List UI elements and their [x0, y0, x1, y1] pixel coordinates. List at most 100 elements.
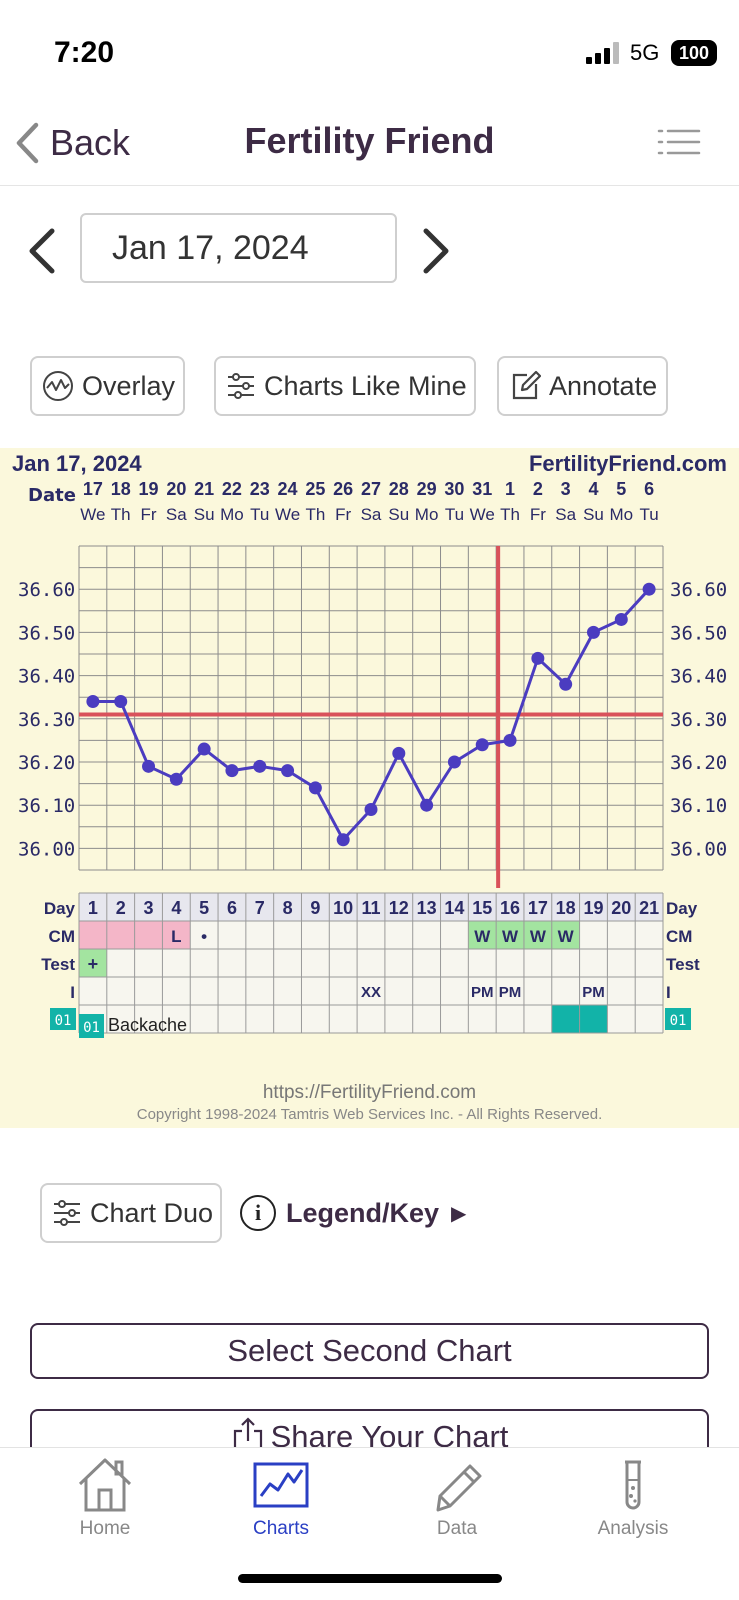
sliders-icon: [228, 373, 254, 399]
cycle-day-label: 17: [528, 898, 548, 918]
temperature-point: [642, 582, 656, 596]
y-tick-label-left: 36.00: [18, 838, 75, 860]
table-row-label-left: I: [70, 983, 75, 1002]
select-second-chart-button[interactable]: Select Second Chart: [30, 1323, 709, 1379]
house-icon: [78, 1458, 132, 1512]
cm-cell-fill: [496, 921, 524, 949]
temperature-point: [142, 759, 156, 773]
chart-footer-url: https://FertilityFriend.com: [262, 1082, 477, 1103]
chart-weekday-label: Th: [111, 505, 131, 524]
cm-cell-fill: [79, 921, 107, 949]
y-tick-label-right: 36.20: [670, 752, 727, 774]
share-chart-label: Share Your Chart: [270, 1419, 509, 1447]
y-tick-label-left: 36.30: [18, 709, 75, 731]
cm-entry: W: [502, 927, 519, 946]
y-tick-label-right: 36.50: [670, 622, 727, 644]
chart-icon: [253, 1462, 309, 1508]
signal-icon: [586, 42, 620, 64]
temperature-point: [86, 695, 100, 709]
tab-data-label: Data: [436, 1518, 478, 1539]
y-tick-label-left: 36.40: [18, 666, 75, 688]
tab-analysis[interactable]: Analysis: [563, 1456, 703, 1556]
chart-date-label: 26: [333, 479, 353, 499]
chart-date-label: 29: [417, 479, 437, 499]
chart-date-label: 1: [505, 479, 515, 499]
chart-duo-button[interactable]: Chart Duo: [40, 1183, 222, 1243]
temperature-point: [614, 612, 628, 626]
table-row-bg: [79, 977, 663, 1005]
annotate-label: Annotate: [549, 370, 658, 401]
charts-like-mine-button[interactable]: Charts Like Mine: [214, 356, 476, 416]
table-row-label-right: I: [666, 983, 671, 1002]
chart-weekday-label: We: [80, 505, 105, 524]
cycle-day-label: 10: [333, 898, 353, 918]
symptom-legend-badge: [79, 1014, 104, 1038]
intercourse-entry: PM: [499, 984, 522, 1001]
tab-charts[interactable]: Charts: [211, 1456, 351, 1556]
cycle-day-label: 21: [639, 898, 659, 918]
back-button[interactable]: Back: [14, 118, 130, 168]
chart-date-label: 23: [250, 479, 270, 499]
table-row-bg: [79, 949, 663, 977]
symptom-badge-right: [665, 1008, 691, 1030]
annotate-button[interactable]: Annotate: [497, 356, 668, 416]
cm-entry: W: [530, 927, 547, 946]
share-chart-button[interactable]: Share Your Chart: [30, 1409, 709, 1447]
chart-weekday-label: Mo: [609, 505, 633, 524]
chart-weekday-label: Fr: [530, 505, 546, 524]
chart-site: FertilityFriend.com: [528, 451, 727, 476]
cycle-day-label: 13: [417, 898, 437, 918]
chart-date-label: 24: [278, 479, 298, 499]
tab-charts-label: Charts: [253, 1518, 309, 1539]
list-menu-icon[interactable]: [657, 127, 701, 157]
tab-data[interactable]: Data: [387, 1456, 527, 1556]
temperature-point: [336, 833, 350, 847]
temperature-point: [420, 798, 434, 812]
chart-weekday-label: Su: [388, 505, 409, 524]
page-title: Fertility Friend: [244, 120, 495, 161]
chart-date-label: 4: [588, 479, 598, 499]
next-date-button[interactable]: [418, 226, 454, 276]
chart-weekday-label: Tu: [250, 505, 269, 524]
overlay-button[interactable]: Overlay: [30, 356, 185, 416]
temperature-point: [114, 695, 128, 709]
table-row-label-right: Test: [666, 955, 700, 974]
cm-cell-fill: [106, 921, 135, 949]
previous-date-button[interactable]: [24, 226, 60, 276]
y-tick-label-right: 36.00: [670, 838, 727, 860]
network-type: 5G: [630, 40, 660, 65]
y-tick-label-left: 36.20: [18, 752, 75, 774]
legend-key-link[interactable]: i Legend/Key ▶: [240, 1193, 466, 1233]
chart-date-label: 17: [83, 479, 103, 499]
status-time: 7:20: [54, 36, 115, 69]
chart-date-label: 6: [644, 479, 654, 499]
symptom-badge-left: [50, 1008, 76, 1030]
cycle-day-label: 18: [556, 898, 576, 918]
y-tick-label-right: 36.40: [670, 666, 727, 688]
fertility-chart: Jan 17, 2024 FertilityFriend.com Date 17 W…: [0, 448, 739, 1128]
chart-weekday-label: Th: [500, 505, 520, 524]
test-tube-icon: [625, 1460, 641, 1510]
chart-weekday-label: Sa: [361, 505, 382, 524]
cycle-day-label: 20: [611, 898, 631, 918]
date-field[interactable]: Jan 17, 2024: [80, 213, 397, 283]
chart-date-label: 20: [166, 479, 186, 499]
cycle-day-label: 9: [310, 898, 320, 918]
cm-entry: W: [558, 927, 575, 946]
table-row-label-left: Day: [44, 899, 76, 918]
cycle-day-label: 3: [144, 898, 154, 918]
cycle-day-label: 12: [389, 898, 409, 918]
cycle-day-label: 1: [88, 898, 98, 918]
chart-date-label: 31: [472, 479, 492, 499]
chart-weekday-label: Su: [583, 505, 604, 524]
cycle-day-label: 15: [472, 898, 492, 918]
chart-date: Jan 17, 2024: [12, 451, 142, 476]
temperature-point: [559, 677, 573, 691]
intercourse-entry: PM: [582, 984, 605, 1001]
tab-home[interactable]: Home: [35, 1456, 175, 1556]
edit-note-icon: [512, 370, 541, 400]
symptom-cell-fill: [551, 1005, 580, 1033]
overlay-label: Overlay: [82, 370, 176, 401]
cm-cell-fill: [162, 921, 191, 949]
chart-weekday-label: Fr: [335, 505, 351, 524]
